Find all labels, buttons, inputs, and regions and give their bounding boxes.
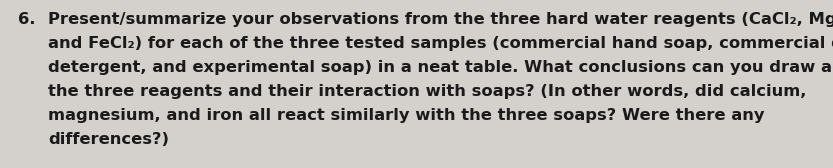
Text: detergent, and experimental soap) in a neat table. What conclusions can you draw: detergent, and experimental soap) in a n… [48, 60, 833, 75]
Text: differences?): differences?) [48, 132, 169, 147]
Text: and FeCl₂) for each of the three tested samples (commercial hand soap, commercia: and FeCl₂) for each of the three tested … [48, 36, 833, 51]
Text: 6.: 6. [18, 12, 36, 27]
Text: magnesium, and iron all react similarly with the three soaps? Were there any: magnesium, and iron all react similarly … [48, 108, 765, 123]
Text: the three reagents and their interaction with soaps? (In other words, did calciu: the three reagents and their interaction… [48, 84, 806, 99]
Text: Present/summarize your observations from the three hard water reagents (CaCl₂, M: Present/summarize your observations from… [48, 12, 833, 27]
